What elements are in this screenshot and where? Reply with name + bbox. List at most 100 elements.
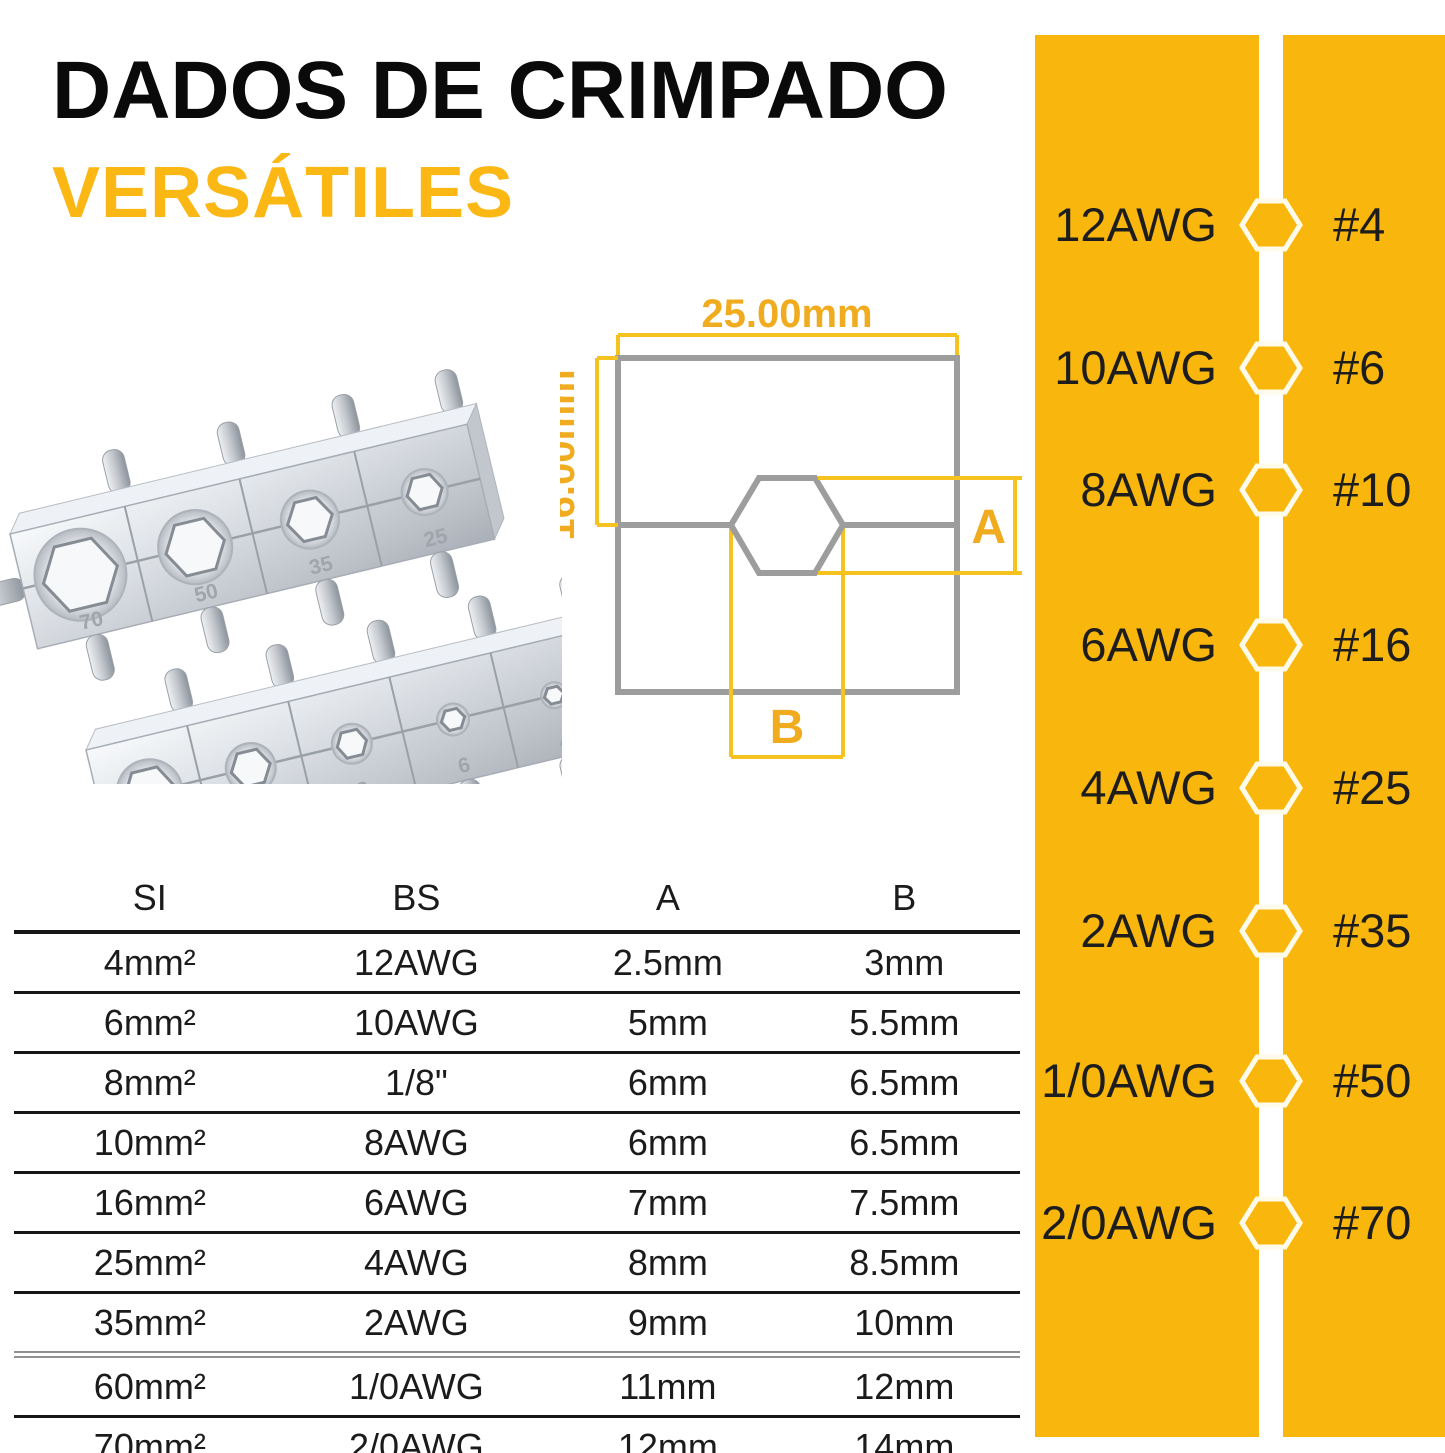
die-bar-back: 70 50 35 25	[0, 369, 505, 681]
table-header-row: SI BS A B	[14, 866, 1020, 934]
cell-bs: 6AWG	[285, 1172, 548, 1234]
cell-b: 5.5mm	[788, 992, 1020, 1054]
cell-b: 7.5mm	[788, 1172, 1020, 1234]
cell-b: 6.5mm	[788, 1052, 1020, 1114]
width-dimension-label: 25.00mm	[701, 292, 872, 336]
die-dimension-diagram: 25.00mm 16.00mm A B	[560, 292, 1022, 759]
cell-a: 11mm	[547, 1354, 789, 1418]
cell-b: 6.5mm	[788, 1112, 1020, 1174]
cell-a: 6mm	[547, 1112, 789, 1174]
column-header-bs: BS	[285, 866, 548, 934]
die-size-label: 4	[557, 729, 562, 754]
cell-a: 7mm	[547, 1172, 789, 1234]
hex-die-icon	[1239, 341, 1303, 395]
hex-die-icon	[1239, 463, 1303, 517]
hex-cavity	[727, 475, 847, 576]
die-number-label: #70	[1333, 1196, 1412, 1249]
die-size-label: 8	[355, 777, 372, 784]
die-number-label: #6	[1333, 341, 1386, 394]
cell-si: 70mm²	[14, 1416, 286, 1453]
cell-si: 6mm²	[14, 992, 286, 1054]
cell-a: 9mm	[547, 1292, 789, 1358]
awg-die-pair: 2/0AWG #70	[1035, 1192, 1445, 1254]
table-row: 8mm² 1/8" 6mm 6.5mm	[14, 1052, 1020, 1114]
awg-die-pair: 12AWG #4	[1035, 194, 1445, 256]
die-size-label: 6	[456, 753, 473, 778]
cell-a: 6mm	[547, 1052, 789, 1114]
hex-die-icon	[1239, 1196, 1303, 1250]
die-number-label: #50	[1333, 1054, 1412, 1107]
awg-die-pair: 1/0AWG #50	[1035, 1050, 1445, 1112]
awg-die-pair: 6AWG #16	[1035, 614, 1445, 676]
die-number-label: #25	[1333, 761, 1412, 814]
crimp-spec-table: SI BS A B 4mm² 12AWG 2.5mm 3mm 6mm² 10AW…	[14, 866, 1020, 1453]
b-dimension-label: B	[770, 701, 805, 754]
hex-die-icon	[1239, 761, 1303, 815]
cell-si: 35mm²	[14, 1292, 286, 1358]
awg-label: 1/0AWG	[1041, 1054, 1217, 1107]
awg-die-pair: 4AWG #25	[1035, 757, 1445, 819]
cell-si: 4mm²	[14, 932, 286, 994]
die-number-label: #10	[1333, 463, 1412, 516]
cell-a: 12mm	[547, 1416, 789, 1453]
a-dimension-label: A	[971, 501, 1006, 554]
awg-label: 2/0AWG	[1041, 1196, 1217, 1249]
die-number-label: #35	[1333, 904, 1412, 957]
awg-die-pair: 10AWG #6	[1035, 337, 1445, 399]
table-row: 16mm² 6AWG 7mm 7.5mm	[14, 1172, 1020, 1234]
cell-si: 60mm²	[14, 1354, 286, 1418]
table-row: 4mm² 12AWG 2.5mm 3mm	[14, 932, 1020, 994]
cell-a: 2.5mm	[547, 932, 789, 994]
hex-die-icon	[1239, 618, 1303, 672]
column-header-b: B	[788, 866, 1020, 934]
cell-bs: 1/8"	[285, 1052, 548, 1114]
hex-die-icon	[1239, 1054, 1303, 1108]
hex-die-icon	[1239, 904, 1303, 958]
column-header-a: A	[547, 866, 789, 934]
table-row: 25mm² 4AWG 8mm 8.5mm	[14, 1232, 1020, 1294]
page-subtitle: VERSÁTILES	[52, 153, 515, 233]
die-bar-front: 16 10 8 6 4	[85, 573, 562, 784]
awg-label: 12AWG	[1054, 198, 1217, 251]
awg-label: 8AWG	[1080, 463, 1217, 516]
die-size-label: 35	[307, 552, 335, 580]
cell-b: 10mm	[788, 1292, 1020, 1358]
table-row: 6mm² 10AWG 5mm 5.5mm	[14, 992, 1020, 1054]
awg-die-sidebar: 12AWG #4 10AWG #6 8AWG #10 6AWG #	[1035, 35, 1445, 1437]
cell-b: 14mm	[788, 1416, 1020, 1453]
cell-a: 5mm	[547, 992, 789, 1054]
cell-b: 8.5mm	[788, 1232, 1020, 1294]
die-number-label: #16	[1333, 618, 1412, 671]
table-row: 70mm² 2/0AWG 12mm 14mm	[14, 1416, 1020, 1453]
die-number-label: #4	[1333, 198, 1386, 251]
page-title: DADOS DE CRIMPADO	[52, 45, 948, 136]
awg-label: 10AWG	[1054, 341, 1217, 394]
cell-bs: 1/0AWG	[285, 1354, 548, 1418]
die-size-label: 25	[422, 524, 450, 552]
awg-label: 6AWG	[1080, 618, 1217, 671]
cell-bs: 2AWG	[285, 1292, 548, 1358]
cell-si: 8mm²	[14, 1052, 286, 1114]
cell-bs: 12AWG	[285, 932, 548, 994]
cell-bs: 4AWG	[285, 1232, 548, 1294]
column-header-si: SI	[14, 866, 286, 934]
hex-die-icon	[1239, 198, 1303, 252]
cell-si: 10mm²	[14, 1112, 286, 1174]
die-size-label: 70	[77, 607, 105, 635]
cell-b: 12mm	[788, 1354, 1020, 1418]
cell-b: 3mm	[788, 932, 1020, 994]
awg-die-pair: 8AWG #10	[1035, 459, 1445, 521]
cell-a: 8mm	[547, 1232, 789, 1294]
cell-bs: 2/0AWG	[285, 1416, 548, 1453]
cell-bs: 10AWG	[285, 992, 548, 1054]
crimping-dies-photo: 70 50 35 25	[0, 369, 562, 784]
table-row: 35mm² 2AWG 9mm 10mm	[14, 1292, 1020, 1358]
awg-label: 2AWG	[1080, 904, 1217, 957]
die-size-label: 50	[192, 579, 220, 607]
cell-si: 25mm²	[14, 1232, 286, 1294]
height-dimension-label: 16.00mm	[560, 369, 583, 540]
awg-label: 4AWG	[1080, 761, 1217, 814]
cell-si: 16mm²	[14, 1172, 286, 1234]
table-row: 60mm² 1/0AWG 11mm 12mm	[14, 1354, 1020, 1418]
